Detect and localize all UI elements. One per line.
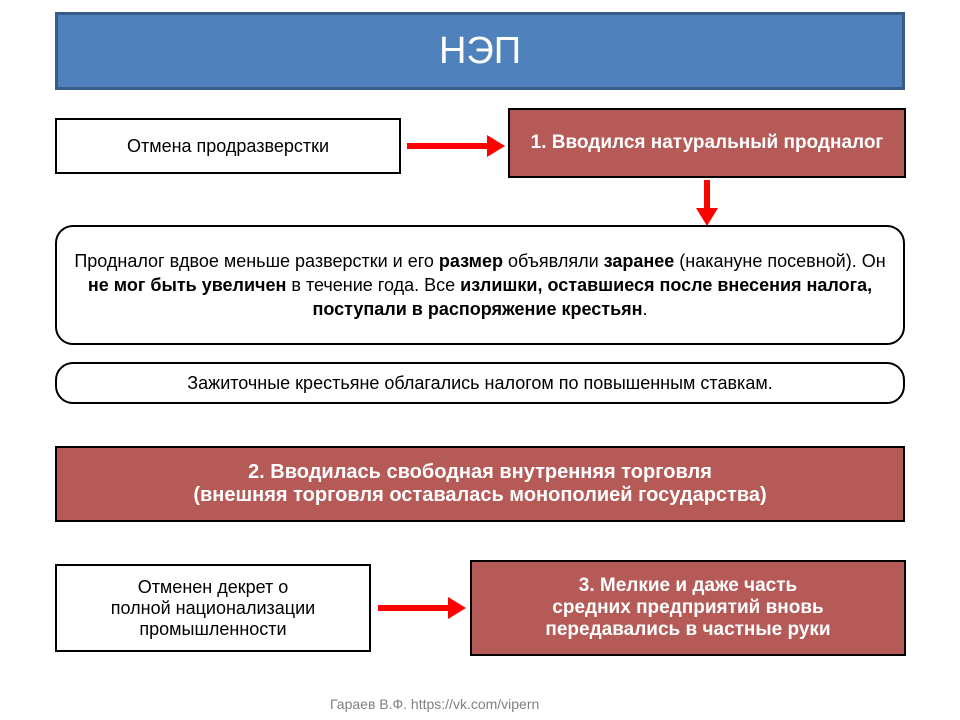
box-private-enterprises: 3. Мелкие и даже часть средних предприят… bbox=[470, 560, 906, 656]
box-private-l2: средних предприятий вновь bbox=[545, 597, 830, 619]
arrow-2 bbox=[704, 180, 710, 210]
box-cancel-decree-l2: полной национализации bbox=[111, 598, 315, 619]
box-cancel-prodrazverstka: Отмена продразверстки bbox=[55, 118, 401, 174]
arrow-3 bbox=[378, 605, 450, 611]
box-private-l1: 3. Мелкие и даже часть bbox=[545, 575, 830, 597]
info-box-2: Зажиточные крестьяне облагались налогом … bbox=[55, 362, 905, 404]
box-free-trade-line1: 2. Вводилась свободная внутренняя торгов… bbox=[193, 461, 766, 484]
box-free-trade-text: 2. Вводилась свободная внутренняя торгов… bbox=[193, 461, 766, 507]
box-prodnalog-label: 1. Вводился натуральный продналог bbox=[531, 132, 884, 154]
footer-credit-text: Гараев В.Ф. https://vk.com/vipern bbox=[330, 696, 539, 712]
box-prodnalog: 1. Вводился натуральный продналог bbox=[508, 108, 906, 178]
footer-credit: Гараев В.Ф. https://vk.com/vipern bbox=[330, 696, 539, 712]
box-cancel-decree-l1: Отменен декрет о bbox=[111, 577, 315, 598]
title-text: НЭП bbox=[439, 30, 521, 73]
info-box-1-text: Продналог вдвое меньше разверстки и его … bbox=[69, 249, 891, 322]
title-bar: НЭП bbox=[55, 12, 905, 90]
box-free-trade: 2. Вводилась свободная внутренняя торгов… bbox=[55, 446, 905, 522]
info-box-2-text: Зажиточные крестьяне облагались налогом … bbox=[187, 371, 772, 395]
info-box-1: Продналог вдвое меньше разверстки и его … bbox=[55, 225, 905, 345]
box-cancel-decree: Отменен декрет о полной национализации п… bbox=[55, 564, 371, 652]
box-private-enterprises-text: 3. Мелкие и даже часть средних предприят… bbox=[545, 575, 830, 641]
box-cancel-prodrazverstka-label: Отмена продразверстки bbox=[127, 136, 329, 157]
arrow-1 bbox=[407, 143, 489, 149]
box-free-trade-line2: (внешняя торговля оставалась монополией … bbox=[193, 484, 766, 507]
box-private-l3: передавались в частные руки bbox=[545, 619, 830, 641]
box-cancel-decree-text: Отменен декрет о полной национализации п… bbox=[111, 577, 315, 640]
box-cancel-decree-l3: промышленности bbox=[111, 619, 315, 640]
